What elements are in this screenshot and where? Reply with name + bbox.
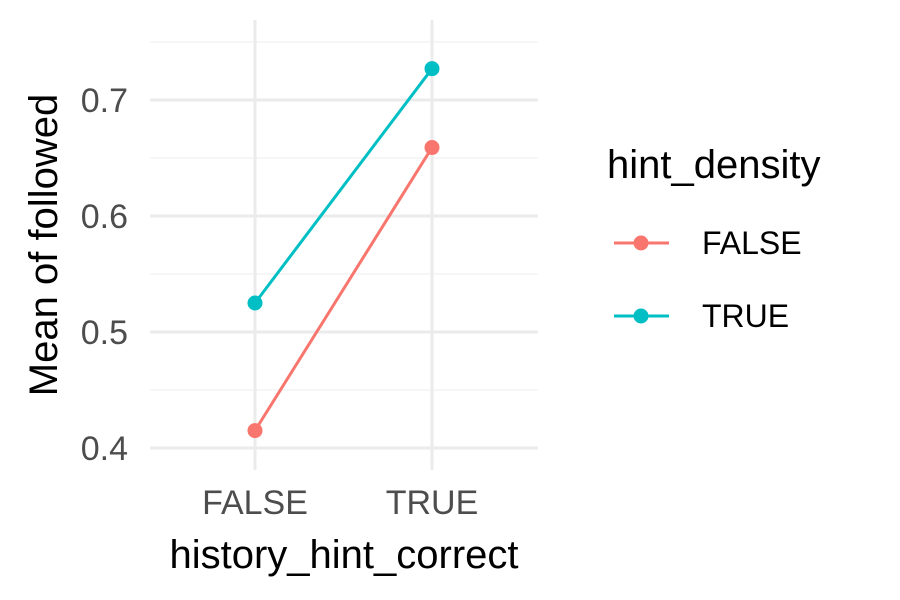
x-axis-ticks: FALSE TRUE: [202, 484, 478, 522]
legend-title: hint_density: [607, 143, 820, 187]
series-layer: [247, 61, 440, 439]
x-axis-title: history_hint_correct: [169, 533, 518, 577]
x-tick-label: FALSE: [202, 484, 308, 522]
legend-key-point: [633, 235, 649, 251]
y-tick-label: 0.4: [81, 430, 128, 468]
y-axis-title: Mean of followed: [22, 94, 66, 396]
minor-gridlines: [150, 41, 538, 391]
series-line-true: [253, 67, 434, 304]
legend-label: TRUE: [702, 298, 789, 334]
series-line-false: [253, 146, 434, 432]
data-point-true: [424, 61, 440, 77]
legend-label: FALSE: [702, 225, 802, 261]
y-tick-label: 0.6: [81, 198, 128, 236]
y-axis-ticks: 0.4 0.5 0.6 0.7: [81, 82, 128, 468]
y-tick-label: 0.7: [81, 82, 128, 120]
x-tick-label: TRUE: [386, 484, 479, 522]
data-point-true: [247, 295, 263, 311]
data-point-false: [247, 423, 263, 439]
y-tick-label: 0.5: [81, 314, 128, 352]
legend-key-point: [633, 308, 649, 324]
data-point-false: [424, 140, 440, 156]
legend: hint_density FALSE TRUE: [607, 143, 820, 334]
major-gridlines: [150, 20, 538, 470]
